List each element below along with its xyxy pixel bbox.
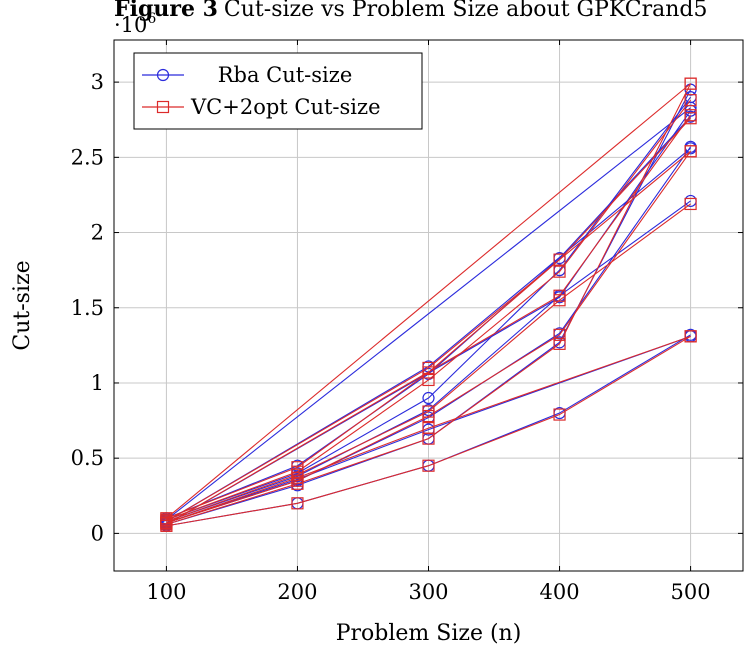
x-tick-label: 100	[146, 580, 186, 604]
x-tick-label: 300	[408, 580, 448, 604]
series-line	[166, 150, 692, 524]
y-tick-label: 0	[91, 521, 104, 545]
y-tick-label: 2.5	[71, 145, 104, 169]
data-point-marker	[684, 197, 697, 211]
legend: Rba Cut-size VC+2opt Cut-size	[133, 52, 423, 130]
data-point-marker	[291, 497, 304, 510]
legend-marker	[156, 68, 170, 82]
series-line	[166, 114, 692, 525]
series-vc-2opt	[160, 77, 697, 532]
data-point-marker	[553, 337, 566, 350]
chart-title-text: Cut-size vs Problem Size about GPKCrand5	[224, 0, 708, 22]
data-point-marker	[160, 518, 173, 531]
legend-entry-label: VC+2opt Cut-size	[190, 95, 381, 119]
data-point-marker	[553, 253, 566, 266]
legend-entry-label: Rba Cut-size	[191, 63, 352, 87]
data-point-marker	[422, 361, 435, 375]
data-point-marker	[684, 109, 697, 122]
y-tick-label: 1	[91, 371, 104, 395]
data-point-marker	[684, 94, 697, 107]
data-point-marker	[422, 391, 435, 405]
y-axis-exponent: 6	[147, 11, 156, 27]
series-line	[166, 335, 691, 524]
data-point-marker	[553, 328, 566, 341]
data-point-marker	[553, 289, 566, 302]
legend-marker	[156, 100, 170, 114]
data-point-marker	[553, 265, 566, 278]
y-tick-label: 0.5	[71, 446, 104, 470]
data-point-marker	[422, 373, 435, 387]
y-tick-label: 2	[91, 221, 104, 245]
series-line	[166, 107, 691, 521]
data-point-marker	[422, 405, 435, 418]
x-axis-label: Problem Size (n)	[336, 621, 522, 646]
data-point-marker	[684, 330, 697, 343]
chart-title: Figure 3 Cut-size vs Problem Size about G…	[114, 0, 708, 22]
series-line	[166, 335, 691, 527]
chart-title-figure-number: Figure 3	[114, 0, 218, 22]
legend-box	[133, 52, 423, 130]
y-axis-multiplier: ·106	[114, 11, 156, 37]
y-tick-label: 1.5	[71, 296, 104, 320]
data-point-marker	[422, 421, 435, 435]
data-point-marker	[684, 145, 697, 158]
x-tick-label: 200	[277, 580, 317, 604]
data-point-marker	[684, 77, 697, 90]
series-line	[166, 83, 692, 525]
series-line	[166, 335, 691, 524]
series-line	[166, 150, 691, 522]
y-tick-label: 3	[91, 70, 104, 94]
axis-ticks: 100 200 300 400 500 0 0.5 1 1.5 2 2.5 3	[71, 40, 743, 604]
plot-area	[160, 77, 697, 532]
data-point-marker	[553, 408, 566, 421]
series-line	[166, 203, 691, 522]
x-tick-label: 500	[671, 580, 711, 604]
data-point-marker	[291, 471, 304, 484]
x-tick-label: 400	[539, 580, 579, 604]
y-axis-label: Cut-size	[10, 260, 35, 350]
series-line	[166, 83, 691, 519]
series-line	[166, 99, 692, 521]
data-point-marker	[422, 459, 435, 472]
